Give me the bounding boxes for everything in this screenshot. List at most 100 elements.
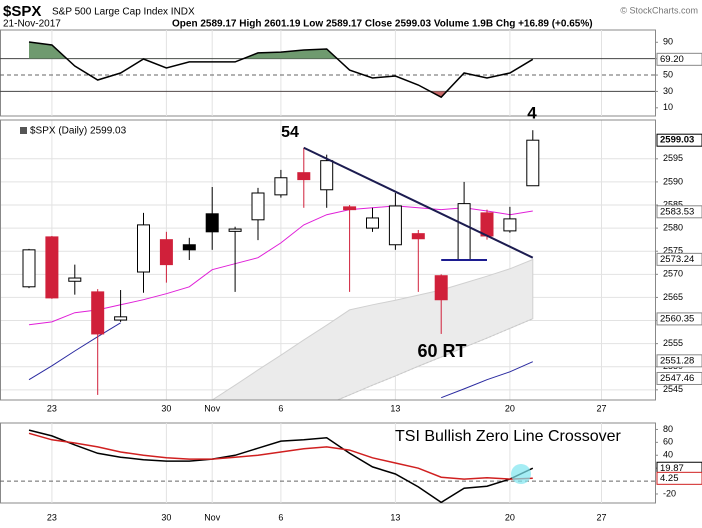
candle-body bbox=[91, 291, 105, 335]
y-tick-label: 50 bbox=[663, 69, 673, 79]
annotation: 54 bbox=[281, 124, 299, 141]
overlay-line bbox=[28, 205, 533, 326]
credit: © StockCharts.com bbox=[620, 5, 698, 15]
series-line bbox=[28, 429, 534, 503]
x-tick-label: Nov bbox=[204, 403, 221, 413]
last-value-label-box bbox=[656, 52, 702, 66]
panel-label: $SPX (Daily) 2599.03 bbox=[30, 126, 127, 137]
y-tick-label: 60 bbox=[663, 437, 673, 447]
price-band bbox=[211, 258, 534, 400]
candle-body bbox=[457, 203, 471, 261]
candle-body bbox=[228, 228, 242, 232]
candle-body bbox=[182, 244, 196, 251]
candle-body bbox=[251, 192, 265, 221]
last-value-label-box bbox=[656, 471, 702, 485]
panel-frame bbox=[0, 29, 656, 117]
price-label: 2583.53 bbox=[660, 206, 694, 217]
y-tick-label: 2595 bbox=[663, 153, 683, 163]
x-tick-label: 27 bbox=[596, 403, 606, 413]
annotation: 4 bbox=[527, 103, 537, 122]
candle-body bbox=[114, 316, 128, 321]
series-line bbox=[28, 41, 534, 99]
price-label-box bbox=[656, 252, 702, 266]
y-tick-label: 90 bbox=[663, 37, 673, 47]
candle-body bbox=[434, 275, 448, 301]
price-label: 2599.03 bbox=[660, 135, 694, 146]
y-tick-label: 2555 bbox=[663, 338, 683, 348]
candle-body bbox=[388, 205, 402, 246]
index-name: S&P 500 Large Cap Index INDX bbox=[52, 7, 195, 18]
candle-body bbox=[68, 277, 82, 282]
y-tick-label: 2565 bbox=[663, 292, 683, 302]
price-label: 2560.35 bbox=[660, 313, 694, 324]
last-value-label: 19.87 bbox=[660, 463, 684, 474]
x-tick-label: 20 bbox=[505, 512, 515, 522]
x-tick-label: 6 bbox=[278, 512, 283, 522]
quote: Open 2589.17 High 2601.19 Low 2589.17 Cl… bbox=[172, 19, 593, 30]
candle-body bbox=[526, 139, 540, 187]
y-tick-label: 2570 bbox=[663, 269, 683, 279]
y-tick-label: 2575 bbox=[663, 246, 683, 256]
annotation: TSI Bullish Zero Line Crossover bbox=[395, 428, 622, 445]
x-tick-label: 13 bbox=[390, 512, 400, 522]
candle-body bbox=[297, 172, 311, 181]
y-tick-label: 10 bbox=[663, 102, 673, 112]
panel-frame bbox=[0, 422, 656, 504]
y-tick-label: 2545 bbox=[663, 384, 683, 394]
x-tick-label: 13 bbox=[390, 403, 400, 413]
price-label-box bbox=[656, 312, 702, 326]
price-label-box bbox=[656, 205, 702, 219]
symbol: $SPX bbox=[3, 3, 41, 20]
candle-body bbox=[343, 206, 357, 211]
price-label-box bbox=[656, 371, 702, 385]
x-tick-label: 6 bbox=[278, 403, 283, 413]
panel-icon bbox=[20, 127, 27, 134]
price-label: 2573.24 bbox=[660, 254, 694, 265]
y-tick-label: -20 bbox=[663, 488, 676, 498]
y-tick-label: 30 bbox=[663, 86, 673, 96]
candle-body bbox=[205, 213, 219, 233]
overlay-line bbox=[28, 322, 534, 399]
y-tick-label: 40 bbox=[663, 450, 673, 460]
candle-body bbox=[320, 160, 334, 191]
overbought-fill bbox=[29, 42, 338, 59]
series-line bbox=[28, 432, 533, 480]
last-value-label: 4.25 bbox=[660, 473, 679, 484]
candle-body bbox=[45, 236, 59, 299]
x-tick-label: 23 bbox=[47, 512, 57, 522]
date: 21-Nov-2017 bbox=[3, 19, 61, 30]
last-value-label: 69.20 bbox=[660, 54, 684, 65]
x-tick-label: 23 bbox=[47, 403, 57, 413]
candle-body bbox=[411, 233, 425, 240]
y-tick-label: 80 bbox=[663, 424, 673, 434]
x-tick-label: 20 bbox=[505, 403, 515, 413]
x-tick-label: 30 bbox=[161, 512, 171, 522]
price-label-box bbox=[656, 133, 702, 147]
y-tick-label: 2585 bbox=[663, 199, 683, 209]
candle-body bbox=[22, 249, 36, 288]
y-tick-label: 2590 bbox=[663, 176, 683, 186]
candle-body bbox=[366, 217, 379, 229]
candle-body bbox=[137, 224, 150, 273]
candle-body bbox=[503, 218, 517, 232]
price-label: 2547.46 bbox=[660, 373, 694, 384]
rsi-panel: 103050709069.20 bbox=[0, 29, 702, 117]
highlight bbox=[511, 464, 531, 484]
panel-frame bbox=[0, 119, 656, 401]
x-tick-label: 27 bbox=[596, 512, 606, 522]
candle-body bbox=[480, 212, 494, 237]
band-mid-line bbox=[336, 318, 533, 400]
candle-body bbox=[274, 177, 288, 196]
y-tick-label: 2580 bbox=[663, 222, 683, 232]
annotation: 60 RT bbox=[417, 341, 466, 361]
price-label: 2551.28 bbox=[660, 355, 694, 366]
candle-body bbox=[159, 239, 173, 266]
x-tick-label: Nov bbox=[204, 512, 221, 522]
trend-line bbox=[303, 146, 534, 259]
price-panel: 2330Nov613202725452550255525602565257025… bbox=[0, 103, 702, 413]
x-tick-label: 30 bbox=[161, 403, 171, 413]
